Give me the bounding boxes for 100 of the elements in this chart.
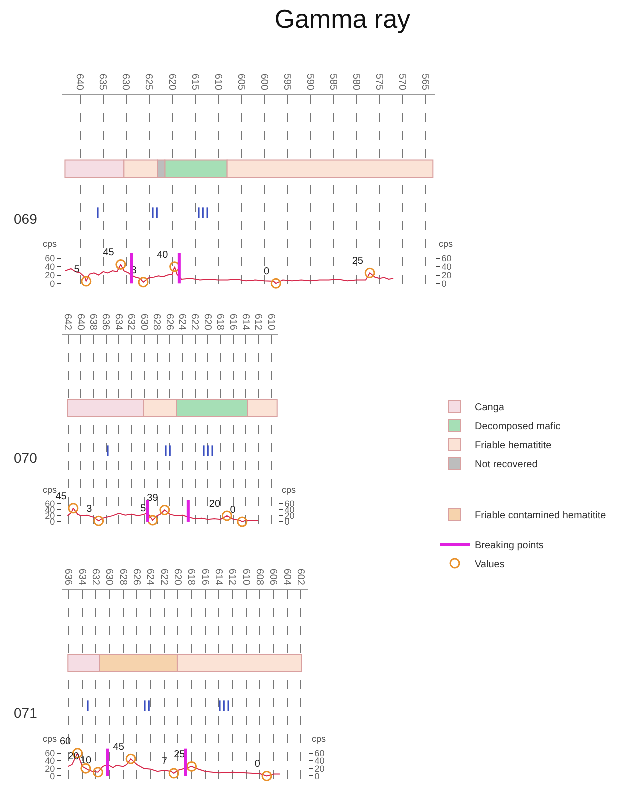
x-tick-label: 565	[420, 74, 431, 91]
point	[81, 276, 92, 287]
x-tick-label: 625	[143, 74, 154, 91]
x-tick-label: 618	[214, 314, 226, 331]
point	[364, 268, 376, 278]
x-tick-label: 606	[268, 568, 279, 586]
text: 071	[14, 705, 38, 721]
legend-label: Friable hematitite	[475, 440, 552, 452]
annotation: II	[143, 698, 152, 715]
point	[222, 510, 232, 522]
data-label: 0	[264, 266, 270, 278]
point	[126, 754, 136, 764]
point	[270, 278, 282, 289]
x-tick-label: 570	[396, 74, 408, 91]
x-tick-label: 632	[126, 314, 137, 331]
x-tick-label: 580	[350, 74, 362, 91]
point	[80, 763, 92, 774]
y-tick-label: 0	[50, 278, 56, 289]
y2-tick-label: 60	[442, 254, 452, 264]
x-tick-label: 632	[90, 568, 101, 586]
legend-label: Decomposed mafic	[475, 421, 561, 432]
y-tick-label: 40	[45, 262, 56, 272]
x-tick-label: 634	[112, 314, 124, 331]
annotation: II	[164, 443, 172, 460]
annotation: III	[202, 443, 215, 460]
x-tick-label: 630	[138, 314, 150, 331]
point	[168, 768, 180, 779]
x-tick-label: 640	[74, 74, 86, 91]
legend-label: Not recovered	[475, 459, 538, 470]
annotation: III	[197, 205, 210, 222]
x-tick-label: 614	[212, 568, 224, 586]
x-tick-label: 575	[373, 74, 384, 91]
point	[116, 260, 126, 270]
point	[148, 515, 158, 526]
x-tick-label: 626	[164, 314, 175, 331]
y-tick-label: 20	[45, 764, 56, 774]
x-tick-label: 622	[158, 568, 170, 586]
point	[160, 504, 170, 516]
x-tick-label: 642	[62, 314, 74, 331]
point	[94, 516, 104, 526]
y2-tick-label: 20	[314, 764, 325, 774]
point	[237, 516, 248, 528]
y-tick-label: 40	[45, 756, 56, 766]
x-tick-label: 612	[252, 314, 264, 331]
x-tick-label: 624	[144, 568, 156, 586]
y-tick-label: 20	[45, 270, 56, 280]
x-tick-label: 616	[227, 314, 238, 331]
x-tick-label: 635	[97, 74, 108, 91]
x-tick-label: 600	[258, 74, 270, 91]
x-tick-label: 608	[254, 568, 265, 586]
x-tick-label: 630	[120, 74, 132, 91]
y-tick-label: 0	[50, 517, 56, 528]
annotation: II	[151, 205, 160, 222]
point	[68, 503, 79, 514]
legend-label: Canga	[475, 402, 505, 414]
x-tick-label: 628	[117, 568, 128, 586]
x-tick-label: 620	[172, 568, 183, 586]
x-tick-label: 630	[104, 568, 115, 586]
y2-axis-title: cps	[282, 485, 297, 495]
x-tick-label: 618	[186, 568, 197, 586]
data-label: 60	[60, 736, 72, 748]
data-label: 45	[113, 742, 125, 753]
y2-tick-label: 40	[314, 756, 325, 766]
x-tick-label: 636	[100, 314, 112, 331]
y2-axis-title: cps	[312, 734, 327, 744]
y2-tick-label: 40	[442, 262, 452, 272]
y-axis-title: cps	[43, 239, 58, 249]
x-tick-label: 634	[76, 568, 88, 586]
point	[186, 761, 198, 772]
x-tick-label: 626	[130, 568, 142, 586]
y2-axis-title: cps	[439, 239, 454, 249]
x-tick-label: 610	[240, 568, 252, 586]
data-label: 7	[162, 756, 168, 768]
data-label: 0	[254, 759, 261, 770]
chart-title: Gamma ray	[274, 4, 411, 34]
x-tick-label: 622	[189, 314, 200, 331]
x-tick-label: 604	[281, 568, 292, 586]
y2-tick-label: 20	[442, 270, 452, 280]
legend-label: Values	[475, 559, 505, 570]
data-label: 45	[56, 491, 68, 502]
x-tick-label: 595	[281, 74, 292, 91]
x-tick-label: 620	[202, 314, 213, 331]
x-tick-label: 614	[240, 314, 251, 331]
x-tick-label: 640	[74, 314, 86, 331]
annotation: III	[218, 698, 231, 715]
x-tick-label: 590	[304, 74, 316, 91]
x-tick-label: 638	[88, 314, 99, 331]
x-tick-label: 610	[265, 314, 276, 331]
annotation: I	[86, 698, 90, 715]
data-label: 3	[86, 504, 93, 515]
y-axis-title: cps	[43, 734, 58, 744]
data-label: 5	[140, 503, 147, 514]
data-label: 40	[157, 250, 169, 261]
point	[262, 770, 272, 782]
y2-tick-label: 60	[314, 748, 325, 759]
legend-label: Breaking points	[475, 540, 544, 552]
x-tick-label: 628	[151, 314, 162, 331]
x-tick-label: 624	[176, 314, 188, 331]
point	[138, 277, 149, 288]
annotation: I	[96, 205, 100, 222]
